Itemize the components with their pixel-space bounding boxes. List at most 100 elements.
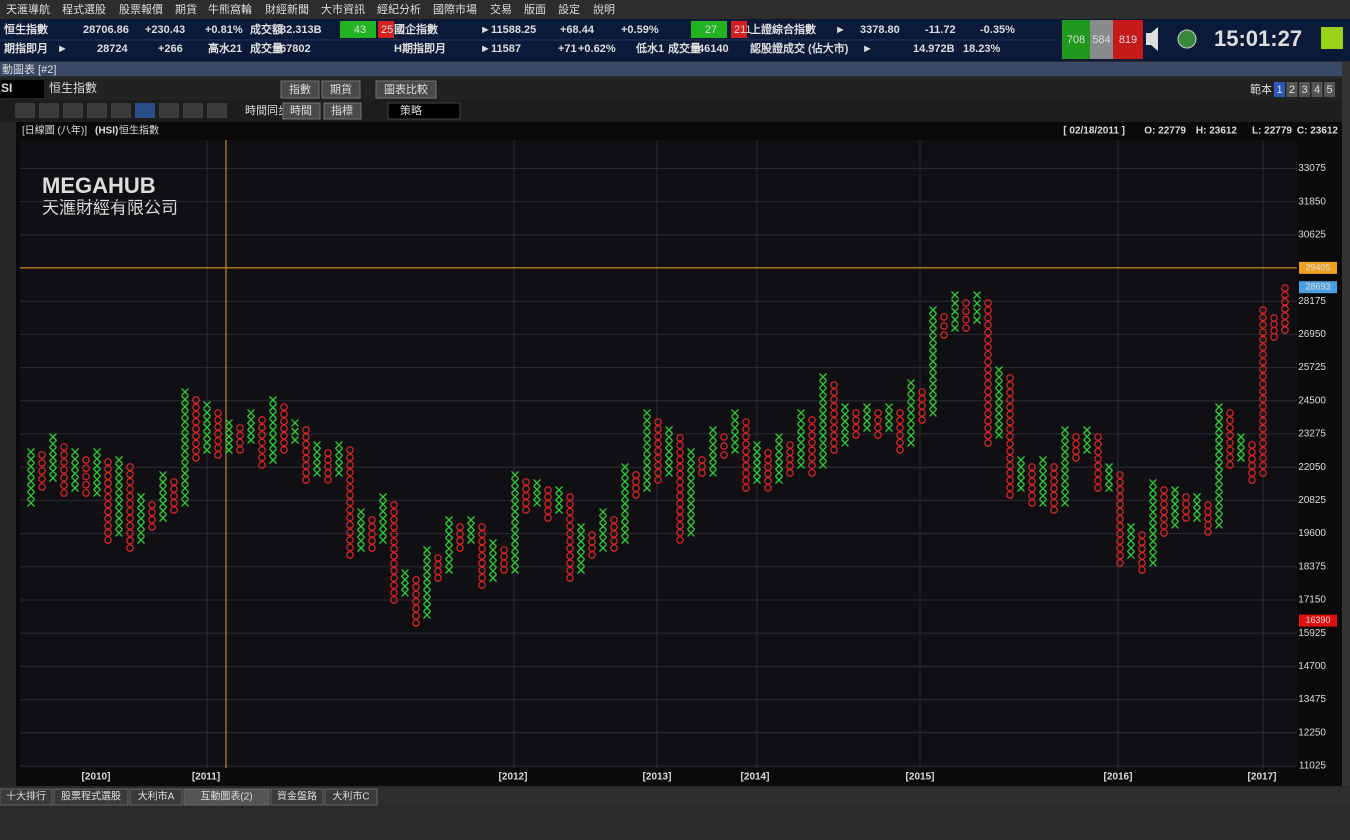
x-box: [115, 470, 123, 479]
o-box: [346, 446, 354, 454]
x-tick-label: [2012]: [499, 772, 528, 783]
menu-item[interactable]: 版面: [524, 2, 546, 16]
o-box: [412, 619, 420, 627]
y-tick-label: 26950: [1298, 329, 1326, 340]
o-box: [984, 424, 992, 433]
menu-item[interactable]: 牛熊窩輪: [208, 2, 252, 16]
x-box: [247, 415, 255, 424]
o-column: [192, 396, 200, 462]
menu-item[interactable]: 期貨: [175, 2, 197, 16]
ticker-value: -11.72: [925, 24, 956, 36]
tab[interactable]: [324, 788, 378, 806]
tab[interactable]: [53, 788, 129, 806]
tool-icon[interactable]: [87, 103, 107, 118]
o-box: [1006, 439, 1014, 448]
page-button[interactable]: [1274, 82, 1285, 97]
page-button[interactable]: [1324, 82, 1335, 97]
menu-item[interactable]: 天滙導航: [6, 2, 50, 16]
button[interactable]: [280, 80, 320, 99]
chart-title: 恒生指數: [119, 124, 159, 137]
button[interactable]: [321, 80, 361, 99]
x-box: [841, 410, 849, 419]
template-label: 範本: [1250, 82, 1272, 96]
menu-item[interactable]: 程式選股: [62, 3, 106, 16]
x-box: [93, 482, 101, 491]
tool-icon[interactable]: [63, 103, 83, 118]
menu-item[interactable]: 交易: [490, 2, 512, 16]
menu-item[interactable]: 說明: [593, 2, 615, 16]
x-box: [225, 419, 233, 427]
tab[interactable]: [183, 788, 270, 806]
x-box: [709, 461, 717, 470]
menu-item[interactable]: 股票報價: [119, 2, 163, 16]
x-box: [621, 477, 629, 486]
o-box: [104, 514, 112, 523]
x-box: [1237, 440, 1245, 448]
o-box: [1259, 461, 1267, 470]
x-box: [1105, 470, 1113, 478]
x-box: [841, 431, 849, 440]
x-box: [49, 453, 57, 462]
x-column: [247, 409, 255, 444]
tool-icon[interactable]: [111, 103, 131, 118]
y-tick-label: 23275: [1298, 429, 1326, 440]
o-column: [610, 516, 618, 552]
o-column: [1116, 471, 1124, 567]
o-box: [258, 431, 266, 439]
o-column: [1072, 433, 1080, 462]
o-column: [1160, 486, 1168, 537]
y-tick-label: 33075: [1298, 163, 1326, 174]
o-box: [38, 483, 46, 491]
page-button[interactable]: [1311, 82, 1323, 97]
x-box: [1083, 432, 1091, 441]
x-box: [1171, 507, 1179, 515]
o-box: [984, 409, 992, 418]
o-box: [104, 486, 112, 495]
menu-item[interactable]: 國際市場: [433, 2, 477, 16]
button[interactable]: [282, 102, 321, 120]
o-box: [346, 461, 354, 469]
button[interactable]: [375, 80, 437, 99]
o-box: [654, 439, 662, 448]
x-box: [775, 447, 783, 456]
o-box: [830, 410, 838, 418]
o-box: [236, 438, 244, 447]
o-box: [1116, 544, 1124, 553]
tool-icon[interactable]: [183, 103, 203, 118]
x-column: [467, 516, 475, 544]
x-box: [511, 522, 519, 531]
x-box: [225, 432, 233, 441]
ohlc-info: O: 22779: [1144, 126, 1186, 137]
menu-item[interactable]: 經紀分析: [377, 2, 421, 16]
tab[interactable]: [0, 788, 53, 806]
page-button[interactable]: [1286, 82, 1298, 97]
tab-label: 資金盤路: [277, 790, 317, 803]
tool-icon[interactable]: [15, 103, 35, 118]
x-box: [71, 476, 79, 485]
tool-icon[interactable]: [135, 103, 155, 118]
o-column: [346, 446, 354, 559]
o-box: [82, 480, 90, 489]
x-box: [665, 447, 673, 456]
menu-item[interactable]: 財經新聞: [265, 2, 309, 16]
menu-item[interactable]: 設定: [558, 2, 580, 16]
o-box: [412, 576, 420, 584]
o-box: [1160, 521, 1168, 530]
menu-item[interactable]: 大市資訊: [321, 2, 365, 16]
x-box: [797, 446, 805, 455]
x-box: [1017, 477, 1025, 485]
o-box: [192, 425, 200, 433]
x-box: [995, 431, 1003, 439]
o-box: [830, 424, 838, 433]
tool-icon[interactable]: [39, 103, 59, 118]
tool-icon[interactable]: [207, 103, 227, 118]
tab[interactable]: [129, 788, 183, 806]
strategy-box[interactable]: [387, 102, 461, 120]
tool-icon[interactable]: [159, 103, 179, 118]
x-box: [1237, 433, 1245, 441]
button[interactable]: [323, 102, 362, 120]
o-box: [148, 515, 156, 524]
page-button[interactable]: [1299, 82, 1310, 97]
x-box: [49, 439, 57, 448]
tab[interactable]: [270, 788, 324, 806]
